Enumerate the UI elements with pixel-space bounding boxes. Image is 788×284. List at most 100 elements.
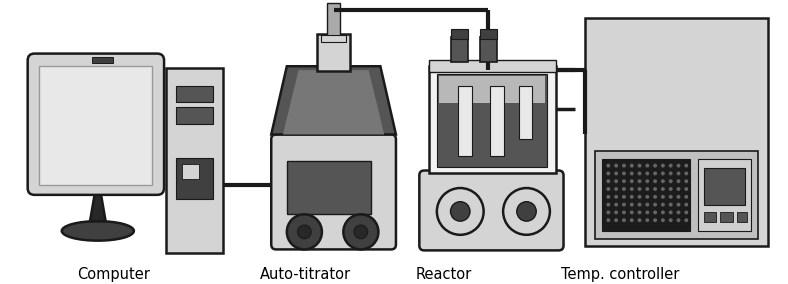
Ellipse shape	[61, 221, 134, 241]
Circle shape	[669, 218, 673, 222]
Circle shape	[637, 164, 641, 168]
Circle shape	[614, 172, 618, 176]
Circle shape	[607, 187, 610, 191]
Bar	[519, 86, 533, 139]
Circle shape	[669, 195, 673, 199]
Text: Temp. controller: Temp. controller	[561, 267, 680, 282]
Circle shape	[622, 218, 626, 222]
Circle shape	[637, 187, 641, 191]
Circle shape	[653, 187, 657, 191]
Circle shape	[669, 172, 673, 176]
Circle shape	[661, 179, 665, 183]
Bar	[720, 212, 733, 222]
Bar	[451, 37, 468, 62]
Circle shape	[645, 210, 649, 214]
Circle shape	[645, 203, 649, 206]
Circle shape	[503, 188, 550, 235]
Circle shape	[637, 218, 641, 222]
Circle shape	[669, 179, 673, 183]
Circle shape	[669, 187, 673, 191]
Polygon shape	[90, 193, 106, 221]
Circle shape	[607, 179, 610, 183]
Circle shape	[661, 210, 665, 214]
Bar	[287, 161, 370, 214]
Bar	[737, 212, 747, 222]
Circle shape	[614, 210, 618, 214]
Circle shape	[622, 187, 626, 191]
Circle shape	[684, 218, 688, 222]
Circle shape	[684, 210, 688, 214]
Circle shape	[661, 172, 665, 176]
Circle shape	[622, 179, 626, 183]
Text: Reactor: Reactor	[416, 267, 472, 282]
Circle shape	[614, 203, 618, 206]
Bar	[429, 60, 556, 72]
Circle shape	[637, 172, 641, 176]
Circle shape	[669, 164, 673, 168]
Circle shape	[614, 187, 618, 191]
Circle shape	[645, 179, 649, 183]
Circle shape	[684, 195, 688, 199]
Circle shape	[614, 218, 618, 222]
Bar	[439, 76, 545, 103]
Circle shape	[684, 187, 688, 191]
Bar	[704, 212, 716, 222]
Circle shape	[677, 179, 681, 183]
Circle shape	[645, 172, 649, 176]
Bar	[92, 57, 113, 63]
Bar	[181, 164, 199, 179]
Circle shape	[653, 218, 657, 222]
Bar	[480, 29, 497, 39]
Bar	[595, 151, 758, 239]
Circle shape	[344, 214, 378, 249]
Circle shape	[684, 179, 688, 183]
Circle shape	[630, 187, 634, 191]
Polygon shape	[283, 70, 385, 134]
Bar	[698, 159, 751, 231]
Circle shape	[607, 195, 610, 199]
Circle shape	[437, 188, 484, 235]
Circle shape	[614, 164, 618, 168]
Circle shape	[645, 187, 649, 191]
Bar	[176, 86, 213, 102]
Circle shape	[661, 195, 665, 199]
Text: Computer: Computer	[77, 267, 151, 282]
Circle shape	[607, 210, 610, 214]
Circle shape	[677, 203, 681, 206]
Circle shape	[622, 195, 626, 199]
Circle shape	[677, 172, 681, 176]
Circle shape	[630, 179, 634, 183]
Circle shape	[677, 218, 681, 222]
Bar	[585, 18, 768, 247]
Circle shape	[661, 187, 665, 191]
Circle shape	[607, 218, 610, 222]
Circle shape	[684, 164, 688, 168]
Circle shape	[298, 225, 311, 239]
Bar	[176, 158, 213, 199]
Bar	[321, 35, 346, 42]
FancyBboxPatch shape	[28, 54, 164, 195]
Circle shape	[630, 164, 634, 168]
Bar	[480, 37, 497, 62]
Circle shape	[622, 203, 626, 206]
Circle shape	[653, 172, 657, 176]
Circle shape	[451, 202, 470, 221]
Circle shape	[653, 203, 657, 206]
Circle shape	[607, 203, 610, 206]
Circle shape	[661, 218, 665, 222]
Bar	[451, 29, 468, 39]
Circle shape	[517, 202, 537, 221]
Circle shape	[614, 195, 618, 199]
Circle shape	[614, 179, 618, 183]
Circle shape	[677, 164, 681, 168]
Bar	[490, 86, 504, 156]
Circle shape	[630, 210, 634, 214]
Text: Auto-titrator: Auto-titrator	[260, 267, 351, 282]
Circle shape	[622, 210, 626, 214]
FancyBboxPatch shape	[271, 134, 396, 249]
Circle shape	[677, 187, 681, 191]
Circle shape	[677, 195, 681, 199]
Circle shape	[607, 164, 610, 168]
Circle shape	[645, 164, 649, 168]
Circle shape	[653, 179, 657, 183]
